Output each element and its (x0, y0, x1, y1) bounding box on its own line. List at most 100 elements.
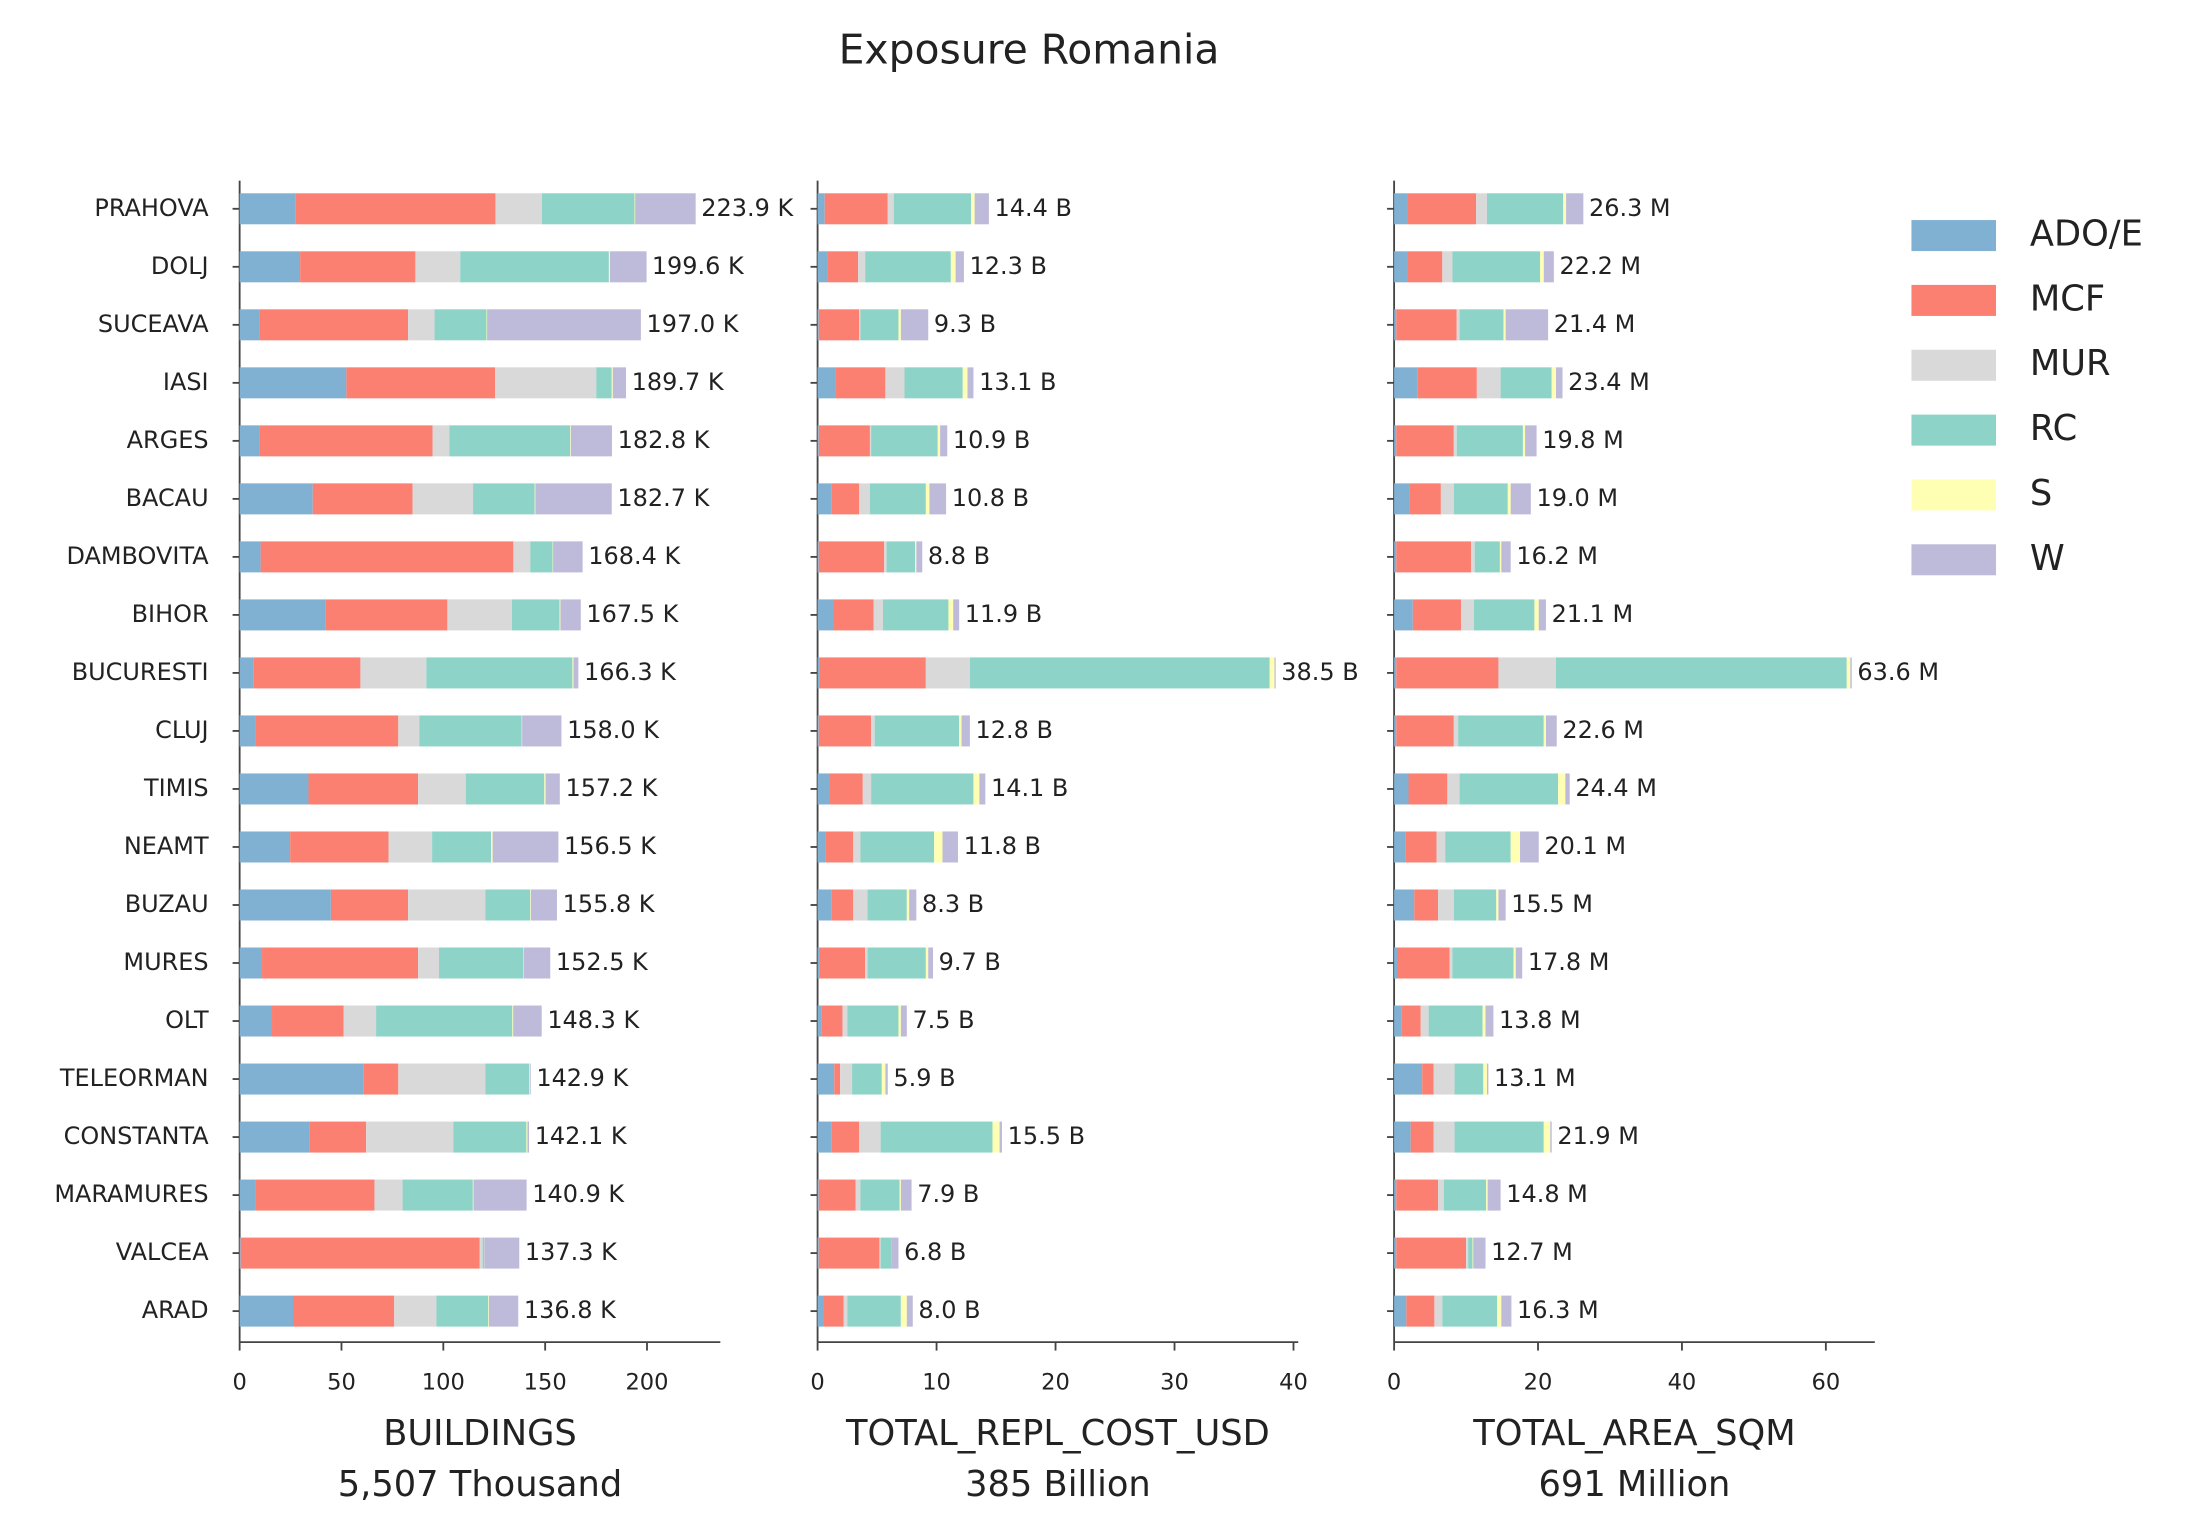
bar-segment (1563, 193, 1567, 225)
bar-segment (817, 367, 836, 399)
bar-segment (559, 599, 561, 631)
total-label: 21.4 M (1554, 310, 1636, 338)
bar-segment (869, 483, 926, 515)
bar-segment (817, 541, 819, 573)
total-label: 16.2 M (1516, 542, 1598, 570)
bar-segment (239, 541, 261, 573)
bar-segment (1394, 309, 1397, 341)
bar-segment (885, 367, 905, 399)
bar-segment (572, 657, 574, 689)
bar-segment (847, 1295, 901, 1327)
bar-segment (346, 367, 496, 399)
bar-segment (1394, 1179, 1397, 1211)
bar-segment (1486, 1179, 1488, 1211)
x-tick-label: 40 (1279, 1370, 1308, 1396)
bar-segment (818, 309, 860, 341)
bar-segment (860, 831, 935, 863)
bar-segment (1471, 541, 1475, 573)
bar-segment (916, 541, 923, 573)
y-tick-label: NEAMT (124, 832, 209, 860)
bar-segment (512, 1005, 514, 1037)
x-tick-label: 0 (810, 1370, 824, 1396)
bar-segment (1525, 425, 1537, 457)
total-label: 38.5 B (1281, 658, 1358, 686)
bar-segment (1454, 1063, 1484, 1095)
total-label: 156.5 K (564, 832, 657, 860)
bar-segment (1501, 541, 1511, 573)
x-tick-label: 40 (1668, 1370, 1697, 1396)
bar-segment (1487, 1179, 1501, 1211)
bar-segment (1510, 831, 1521, 863)
bar-segment (1417, 367, 1477, 399)
bar-segment (260, 541, 514, 573)
bar-segment (570, 425, 571, 457)
x-tick-label: 150 (524, 1370, 567, 1396)
bar-segment (292, 1295, 395, 1327)
bar-segment (1406, 1295, 1435, 1327)
total-label: 158.0 K (567, 716, 660, 744)
x-axis-subtitle: 691 Million (1538, 1464, 1730, 1505)
bar-segment (479, 1237, 483, 1269)
bar-segment (1473, 1237, 1486, 1269)
bar-segment (885, 1063, 888, 1095)
bar-segment (817, 483, 832, 515)
bar-segment (1394, 1295, 1407, 1327)
legend-label: W (2030, 538, 2065, 579)
bar-segment (1505, 309, 1549, 341)
bar-segment (1269, 657, 1275, 689)
bar-segment (847, 1005, 899, 1037)
bar-segment (1394, 773, 1409, 805)
total-label: 12.8 B (976, 716, 1053, 744)
bar-segment (527, 1121, 530, 1153)
bar-segment (818, 1179, 856, 1211)
total-label: 166.3 K (584, 658, 677, 686)
bar-segment (1497, 1295, 1502, 1327)
bar-segment (1474, 541, 1500, 573)
legend-swatch (1911, 414, 1997, 446)
y-tick-label: ARAD (142, 1296, 209, 1324)
y-tick-label: MARAMURES (54, 1180, 208, 1208)
x-tick-label: 60 (1812, 1370, 1841, 1396)
total-label: 23.4 M (1568, 368, 1650, 396)
bar-segment (906, 889, 910, 921)
y-tick-label: ARGES (127, 426, 209, 454)
bar-segment (874, 715, 960, 747)
total-label: 136.8 K (524, 1296, 617, 1324)
bar-segment (871, 425, 938, 457)
total-label: 13.1 M (1494, 1064, 1576, 1092)
total-label: 142.1 K (535, 1122, 628, 1150)
bar-segment (513, 541, 531, 573)
total-label: 155.8 K (563, 890, 656, 918)
bar-segment (1401, 1005, 1421, 1037)
total-label: 17.8 M (1528, 948, 1610, 976)
total-label: 12.3 B (970, 252, 1047, 280)
bar-segment (819, 947, 866, 979)
bar-segment (1396, 425, 1454, 457)
bar-segment (523, 947, 551, 979)
bar-segment (1394, 1237, 1397, 1269)
y-tick-label: DAMBOVITA (66, 542, 209, 570)
bar-segment (971, 193, 975, 225)
bar-segment (1412, 599, 1462, 631)
bar-segment (1545, 715, 1557, 747)
total-label: 148.3 K (547, 1006, 640, 1034)
bar-segment (239, 1063, 364, 1095)
bar-segment (436, 1295, 489, 1327)
bar-segment (553, 541, 583, 573)
bar-segment (843, 1295, 848, 1327)
x-tick-label: 20 (1041, 1370, 1070, 1396)
bar-segment (937, 425, 941, 457)
bar-segment (1500, 367, 1552, 399)
bar-segment (1459, 309, 1504, 341)
total-label: 26.3 M (1589, 194, 1671, 222)
bar-segment (1550, 1121, 1552, 1153)
bar-segment (473, 483, 535, 515)
bar-segment (867, 889, 907, 921)
bar-segment (925, 657, 970, 689)
bar-segment (418, 773, 466, 805)
y-tick-label: TELEORMAN (59, 1064, 209, 1092)
bar-segment (1442, 1295, 1498, 1327)
bar-segment (1499, 541, 1502, 573)
bar-segment (485, 1063, 530, 1095)
